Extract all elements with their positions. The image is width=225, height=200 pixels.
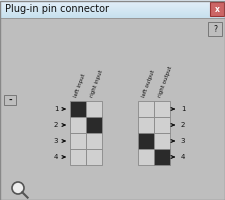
Bar (0, 16, 225, 17)
Bar (0, 4, 225, 5)
Bar (70, 149, 86, 165)
Text: 4: 4 (54, 154, 58, 160)
Bar (137, 133, 153, 149)
Bar (70, 101, 86, 117)
Text: Plug-in pin connector: Plug-in pin connector (5, 4, 108, 14)
Bar (153, 149, 169, 165)
Text: -: - (8, 96, 12, 104)
Text: ?: ? (212, 24, 216, 33)
Bar (0, 12, 225, 13)
Bar (153, 101, 169, 117)
Bar (86, 133, 101, 149)
Bar (0, 1, 225, 2)
Bar (153, 133, 169, 149)
Bar (4, 95, 16, 105)
Text: 1: 1 (54, 106, 58, 112)
Bar (0, 3, 225, 4)
Bar (0, 9, 225, 10)
Bar (209, 2, 223, 16)
Bar (86, 101, 101, 117)
Bar (0, 15, 225, 16)
Bar (207, 22, 221, 36)
Bar (70, 133, 86, 149)
Bar (137, 117, 153, 133)
Bar (0, 10, 225, 11)
Text: left input: left input (73, 73, 86, 98)
Text: 2: 2 (180, 122, 184, 128)
Text: 4: 4 (180, 154, 184, 160)
Text: 2: 2 (54, 122, 58, 128)
Bar (86, 117, 101, 133)
Bar (0, 11, 225, 12)
Bar (153, 117, 169, 133)
Bar (0, 17, 225, 18)
Text: left output: left output (141, 69, 155, 98)
Text: right input: right input (89, 69, 103, 98)
Text: 1: 1 (180, 106, 184, 112)
Bar (137, 101, 153, 117)
Bar (0, 13, 225, 14)
Bar (0, 0, 225, 1)
Text: right output: right output (157, 66, 172, 98)
Text: 3: 3 (180, 138, 184, 144)
Bar (0, 14, 225, 15)
Bar (137, 149, 153, 165)
Bar (0, 2, 225, 3)
Bar (70, 117, 86, 133)
Circle shape (12, 182, 24, 194)
Bar (86, 149, 101, 165)
Text: 3: 3 (54, 138, 58, 144)
Text: x: x (214, 4, 218, 14)
Bar (0, 6, 225, 7)
Bar (0, 7, 225, 8)
Bar (0, 5, 225, 6)
Bar (0, 8, 225, 9)
